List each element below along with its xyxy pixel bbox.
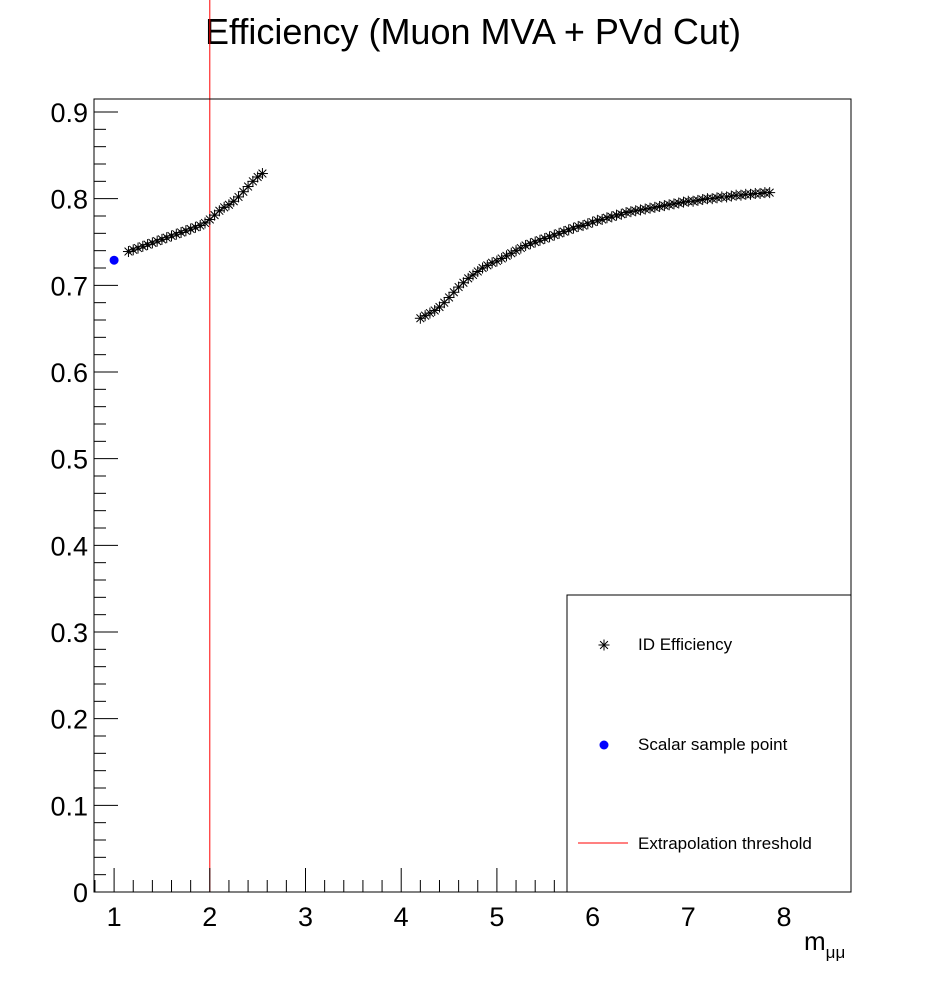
id-efficiency-point (534, 234, 546, 246)
star-marker-icon (598, 639, 610, 651)
id-efficiency-point (175, 226, 187, 238)
id-efficiency-point (558, 226, 570, 238)
chart-title: Efficiency (Muon MVA + PVd Cut) (205, 11, 741, 52)
y-axis: 0 0.1 0.2 0.3 0.4 0.5 0.6 0.7 0.8 0.9 (50, 98, 118, 908)
y-tick-label: 0.5 (50, 445, 88, 475)
id-efficiency-point (544, 231, 556, 243)
legend-star-marker (598, 639, 610, 651)
id-efficiency-point (721, 191, 733, 203)
id-efficiency-point (185, 223, 197, 235)
id-efficiency-point (146, 237, 158, 249)
y-tick-label: 0.8 (50, 185, 88, 215)
id-efficiency-point (567, 222, 579, 234)
id-efficiency-point (529, 236, 541, 248)
id-efficiency-point (189, 221, 201, 233)
y-tick-label: 0.9 (50, 98, 88, 128)
y-tick-label: 0.1 (50, 791, 88, 821)
y-tick-label: 0.4 (50, 531, 88, 561)
id-efficiency-point (553, 227, 565, 239)
id-efficiency-point (161, 232, 173, 244)
y-tick-label: 0 (73, 878, 88, 908)
id-efficiency-point (500, 250, 512, 262)
legend-entry-extrapolation-threshold: Extrapolation threshold (578, 834, 812, 853)
id-efficiency-point (524, 238, 536, 250)
id-efficiency-point (764, 187, 776, 199)
id-efficiency-point (520, 239, 532, 251)
id-efficiency-point (539, 233, 551, 245)
id-efficiency-point (582, 218, 594, 230)
id-efficiency-point (486, 257, 498, 269)
id-efficiency-point (496, 252, 508, 264)
legend: ID Efficiency Scalar sample point Extrap… (566, 594, 852, 893)
id-efficiency-point (563, 224, 575, 236)
id-efficiency-point (678, 196, 690, 208)
id-efficiency-point (151, 235, 163, 247)
x-tick-label: 3 (298, 902, 313, 932)
x-tick-label: 8 (776, 902, 791, 932)
x-axis-label: mμμ (804, 926, 845, 962)
circle-marker-icon (599, 740, 609, 750)
id-efficiency-point (256, 168, 268, 180)
x-axis-label-subscript: μμ (826, 943, 846, 962)
x-tick-label: 4 (394, 902, 409, 932)
legend-label-id-efficiency: ID Efficiency (638, 635, 733, 654)
id-efficiency-point (122, 246, 134, 258)
id-efficiency-point (596, 213, 608, 225)
y-tick-label: 0.2 (50, 705, 88, 735)
id-efficiency-point (481, 259, 493, 271)
id-efficiency-point (429, 304, 441, 316)
id-efficiency-point (649, 201, 661, 213)
id-efficiency-point (606, 211, 618, 223)
id-efficiency-point (639, 203, 651, 215)
x-tick-label: 1 (107, 902, 122, 932)
y-tick-label: 0.6 (50, 358, 88, 388)
x-tick-label: 6 (585, 902, 600, 932)
id-efficiency-point (615, 208, 627, 220)
id-efficiency-point (472, 265, 484, 277)
id-efficiency-point (577, 220, 589, 232)
legend-label-extrapolation-threshold: Extrapolation threshold (638, 834, 812, 853)
plot-frame (93, 98, 852, 893)
id-efficiency-point (166, 230, 178, 242)
legend-entry-scalar-sample-point: Scalar sample point (599, 735, 788, 754)
y-tick-label: 0.3 (50, 618, 88, 648)
plot-area (109, 0, 776, 892)
x-tick-label: 5 (489, 902, 504, 932)
x-tick-label: 2 (202, 902, 217, 932)
id-efficiency-point (156, 233, 168, 245)
x-tick-label: 7 (681, 902, 696, 932)
y-tick-label: 0.7 (50, 271, 88, 301)
id-efficiency-point (587, 216, 599, 228)
id-efficiency-point (142, 239, 154, 251)
legend-label-scalar-sample-point: Scalar sample point (638, 735, 788, 754)
scalar-sample-point (109, 255, 119, 265)
id-efficiency-point (170, 228, 182, 240)
id-efficiency-point (127, 244, 139, 256)
id-efficiency-point (548, 229, 560, 241)
id-efficiency-point (132, 242, 144, 254)
id-efficiency-point (180, 225, 192, 237)
x-axis-label-main: m (804, 926, 826, 956)
id-efficiency-point (137, 240, 149, 252)
id-efficiency-point (414, 312, 426, 324)
legend-entry-id-efficiency: ID Efficiency (598, 635, 733, 654)
